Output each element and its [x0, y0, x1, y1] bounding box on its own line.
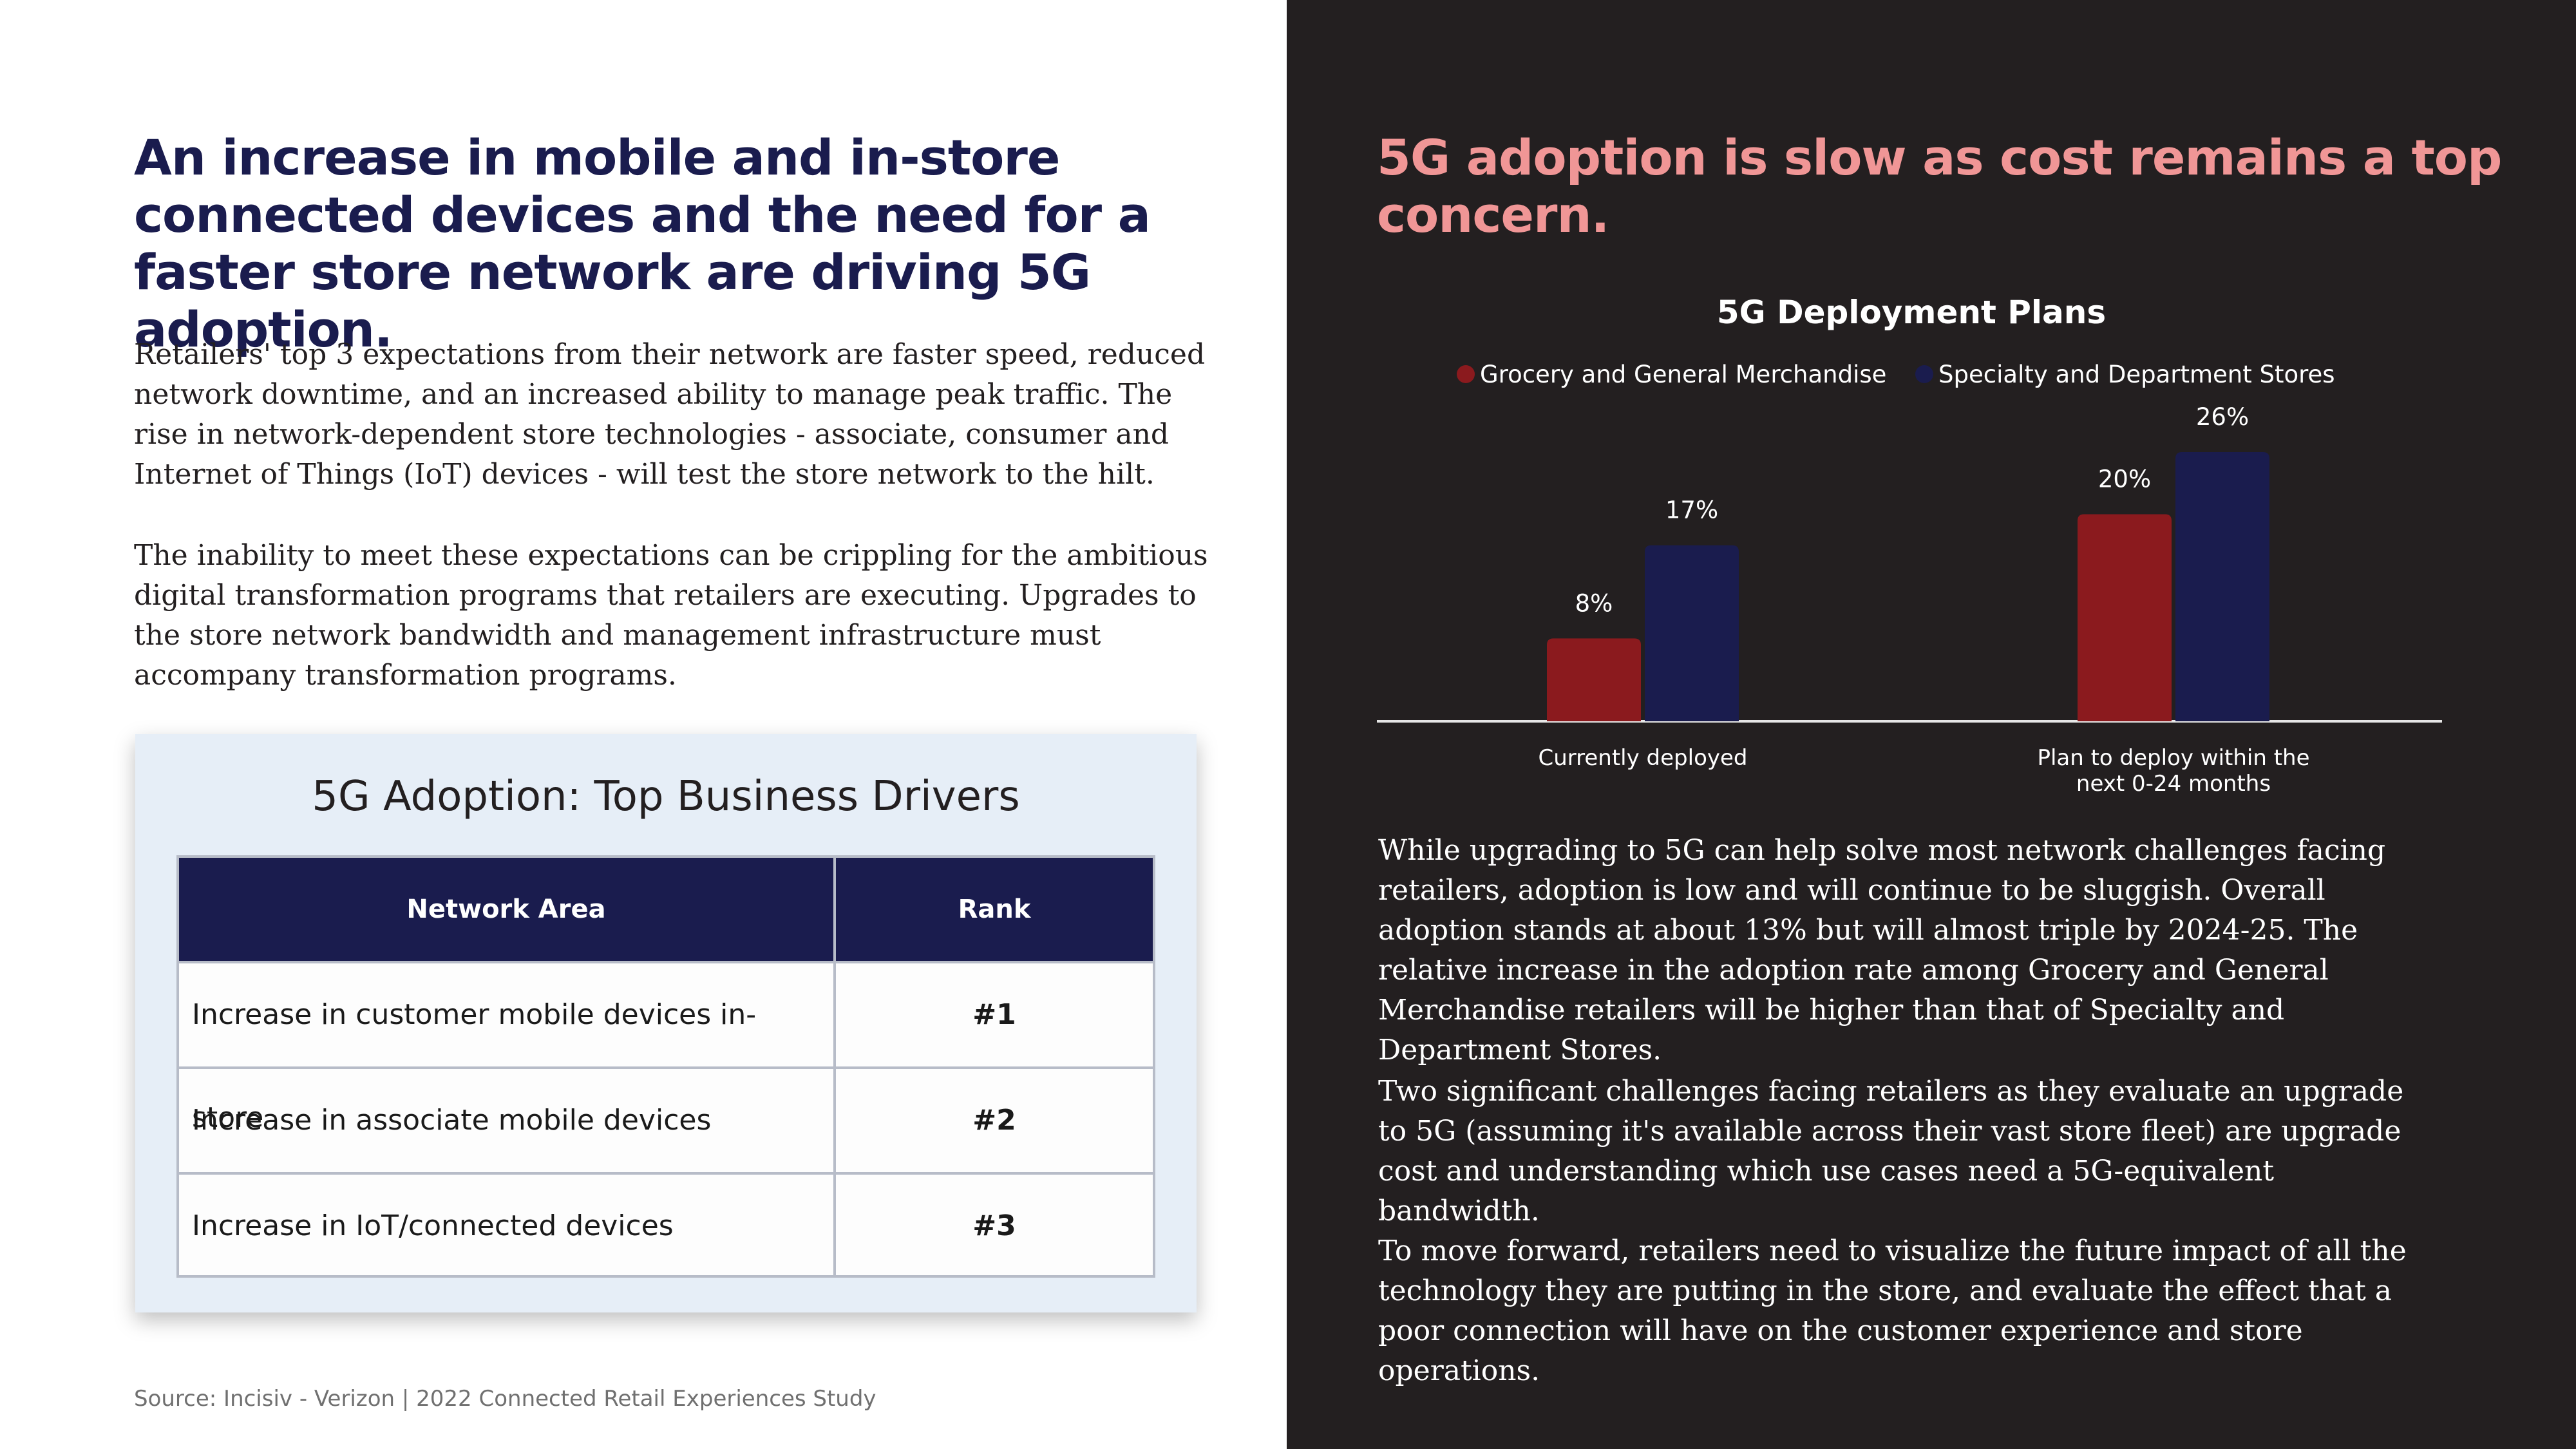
- row-network-area: Increase in associate mobile devices: [192, 1104, 712, 1137]
- row-rank: #3: [972, 1209, 1016, 1242]
- data-label: 17%: [1665, 497, 1718, 524]
- legend-label-grocery: Grocery and General Merchandise: [1480, 361, 1887, 388]
- row-rank: #2: [972, 1104, 1016, 1137]
- deployment-bar-chart: 8% 17% Currently deployed 20% 26% Plan to dep…: [1377, 403, 2442, 797]
- left-panel: An increase in mobile and in-store conne…: [0, 0, 1287, 1449]
- chart-title: 5G Deployment Plans: [1716, 294, 2107, 331]
- left-heading: An increase in mobile and in-store conne…: [134, 129, 1151, 358]
- table-row: Increase in customer mobile devices in-s…: [179, 961, 1153, 1134]
- right-paragraph-2: Two significant challenges facing retail…: [1378, 1075, 2404, 1227]
- right-heading: 5G adoption is slow as cost remains a to…: [1377, 129, 2502, 243]
- header-rank: Rank: [958, 895, 1031, 924]
- data-label: 26%: [2196, 403, 2249, 431]
- category-label: Plan to deploy within the: [2037, 745, 2309, 771]
- category-label: next 0-24 months: [2076, 771, 2271, 797]
- legend-swatch-grocery: [1457, 365, 1475, 383]
- data-label: 8%: [1575, 589, 1613, 617]
- right-paragraph-1: While upgrading to 5G can help solve mos…: [1378, 834, 2386, 1066]
- legend-item-specialty: Specialty and Department Stores: [1915, 361, 2335, 393]
- bar-grocery-1: [2078, 514, 2172, 721]
- column-divider: [833, 858, 836, 1275]
- right-panel: 5G adoption is slow as cost remains a to…: [1287, 0, 2576, 1449]
- bar-specialty-1: [2175, 452, 2269, 721]
- left-paragraph-1: Retailers' top 3 expectations from their…: [134, 338, 1206, 491]
- row-network-area: Increase in customer mobile devices in-s…: [192, 998, 757, 1134]
- data-label: 20%: [2098, 465, 2151, 493]
- bar-specialty-0: [1645, 545, 1739, 721]
- legend-item-grocery: Grocery and General Merchandise: [1457, 361, 1886, 393]
- legend-label-specialty: Specialty and Department Stores: [1938, 361, 2335, 388]
- drivers-table: Network Area Rank Increase in customer m…: [176, 855, 1155, 1278]
- table-header-row: Network Area Rank: [179, 858, 1153, 961]
- drivers-table-title: 5G Adoption: Top Business Drivers: [312, 773, 1020, 820]
- row-network-area: Increase in IoT/connected devices: [192, 1209, 674, 1242]
- bar-grocery-0: [1547, 638, 1641, 721]
- table-row: Increase in associate mobile devices #2: [179, 1066, 1153, 1172]
- drivers-card: 5G Adoption: Top Business Drivers Networ…: [135, 734, 1197, 1312]
- right-paragraph-3: To move forward, retailers need to visua…: [1378, 1235, 2407, 1387]
- header-network-area: Network Area: [406, 895, 606, 924]
- source-note: Source: Incisiv - Verizon | 2022 Connect…: [134, 1386, 876, 1412]
- legend-swatch-specialty: [1915, 365, 1933, 383]
- category-label: Currently deployed: [1538, 745, 1747, 771]
- row-rank: #1: [972, 998, 1016, 1031]
- left-paragraph-2: The inability to meet these expectations…: [134, 539, 1208, 692]
- table-row: Increase in IoT/connected devices #3: [179, 1172, 1153, 1278]
